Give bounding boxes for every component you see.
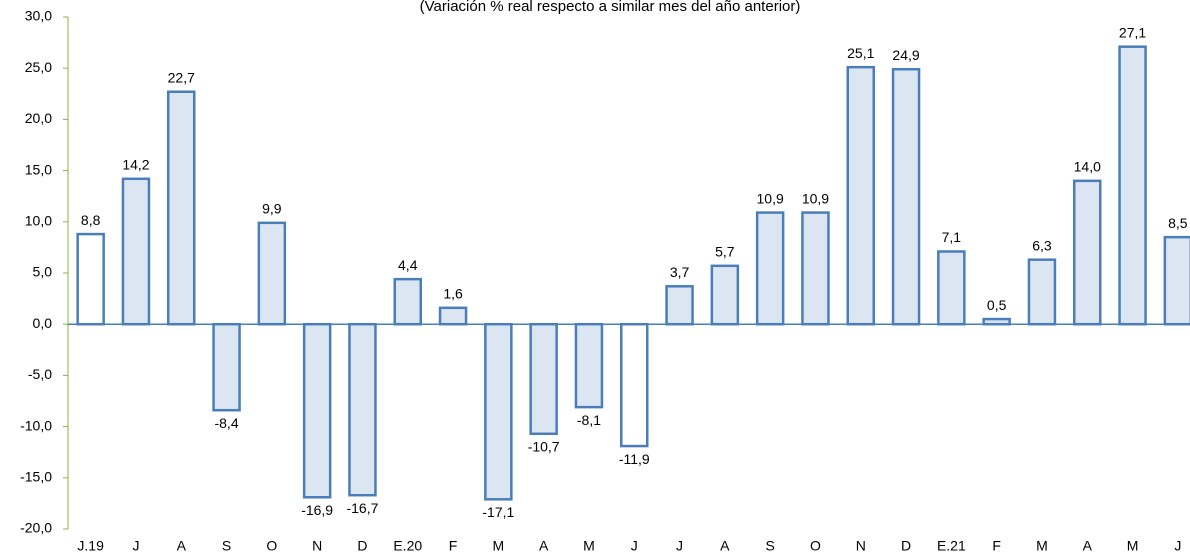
y-tick-label: -10,0 (20, 417, 52, 433)
value-label: 1,6 (443, 286, 463, 302)
x-tick-label: S (222, 538, 231, 554)
y-tick-label: 30,0 (25, 8, 52, 24)
y-tick-label: 5,0 (33, 264, 53, 280)
bar (302, 322, 332, 499)
value-label: -8,1 (577, 412, 601, 428)
bar (121, 177, 151, 326)
bar (801, 211, 830, 326)
x-tick-label: J (676, 538, 683, 554)
y-tick-label: -5,0 (28, 366, 52, 382)
value-label: 10,9 (757, 190, 784, 206)
value-label: 22,7 (168, 69, 195, 85)
bar (257, 221, 287, 326)
bar (937, 250, 966, 326)
x-tick-label: A (720, 538, 730, 554)
x-tick-label: E.20 (393, 538, 422, 554)
value-label: -16,7 (346, 500, 378, 516)
x-tick-label: M (493, 538, 505, 554)
value-label: 27,1 (1119, 24, 1146, 40)
bar (348, 322, 377, 497)
x-tick-label: E.21 (937, 538, 966, 554)
value-label: 10,9 (802, 190, 829, 206)
x-tick-label: M (1127, 538, 1139, 554)
x-tick-label: M (1036, 538, 1048, 554)
value-label: -17,1 (482, 504, 514, 520)
x-tick-label: D (357, 538, 367, 554)
value-label: -10,7 (528, 438, 560, 454)
bar (620, 322, 649, 448)
bar (982, 317, 1011, 326)
bar (1118, 45, 1147, 326)
bar (167, 90, 196, 326)
bar (1073, 179, 1102, 326)
y-tick-label: 0,0 (33, 315, 53, 331)
value-label: -11,9 (619, 451, 650, 467)
y-tick-label: -15,0 (20, 469, 52, 485)
value-label: 24,9 (892, 47, 919, 63)
value-label: 0,5 (987, 297, 1007, 313)
bar (438, 306, 468, 326)
value-label: 6,3 (1032, 237, 1052, 253)
chart-subtitle: (Variación % real respecto a similar mes… (420, 0, 801, 15)
value-label: 7,1 (942, 229, 962, 245)
bar (665, 285, 694, 326)
bar (846, 65, 875, 326)
y-tick-label: 25,0 (25, 59, 52, 75)
value-label: -16,9 (301, 502, 333, 518)
x-tick-label: J (631, 538, 638, 554)
x-tick-label: J (132, 538, 139, 554)
bar (1163, 235, 1190, 326)
bar (891, 67, 921, 326)
bar (1027, 258, 1057, 326)
x-tick-label: S (765, 538, 774, 554)
value-label: 8,8 (81, 212, 101, 228)
x-tick-label: J (1174, 538, 1181, 554)
y-tick-label: 15,0 (25, 161, 52, 177)
y-tick-label: 20,0 (25, 110, 52, 126)
x-tick-label: F (449, 538, 458, 554)
x-tick-label: N (312, 538, 322, 554)
bar (212, 322, 241, 412)
value-label: 14,0 (1074, 159, 1101, 175)
bar (393, 277, 422, 326)
x-tick-label: M (583, 538, 595, 554)
bar (529, 322, 558, 436)
x-tick-label: A (539, 538, 549, 554)
x-tick-label: F (992, 538, 1001, 554)
x-tick-label: J.19 (77, 538, 104, 554)
x-tick-label: N (856, 538, 866, 554)
value-label: 4,4 (398, 257, 418, 273)
value-label: -8,4 (214, 415, 238, 431)
bar (76, 232, 105, 326)
bar (484, 322, 513, 501)
value-label: 3,7 (670, 264, 690, 280)
x-tick-label: A (1083, 538, 1093, 554)
value-label: 8,5 (1168, 215, 1188, 231)
y-tick-label: 10,0 (25, 213, 52, 229)
x-tick-label: D (901, 538, 911, 554)
value-label: 9,9 (262, 201, 282, 217)
x-tick-label: O (266, 538, 277, 554)
x-tick-label: O (810, 538, 821, 554)
value-label: 5,7 (715, 244, 735, 260)
bar (755, 211, 785, 326)
value-label: 25,1 (847, 45, 874, 61)
bar (574, 322, 604, 409)
value-label: 14,2 (122, 156, 149, 172)
y-tick-label: -20,0 (20, 520, 52, 536)
bar (710, 264, 740, 326)
x-tick-label: A (177, 538, 187, 554)
